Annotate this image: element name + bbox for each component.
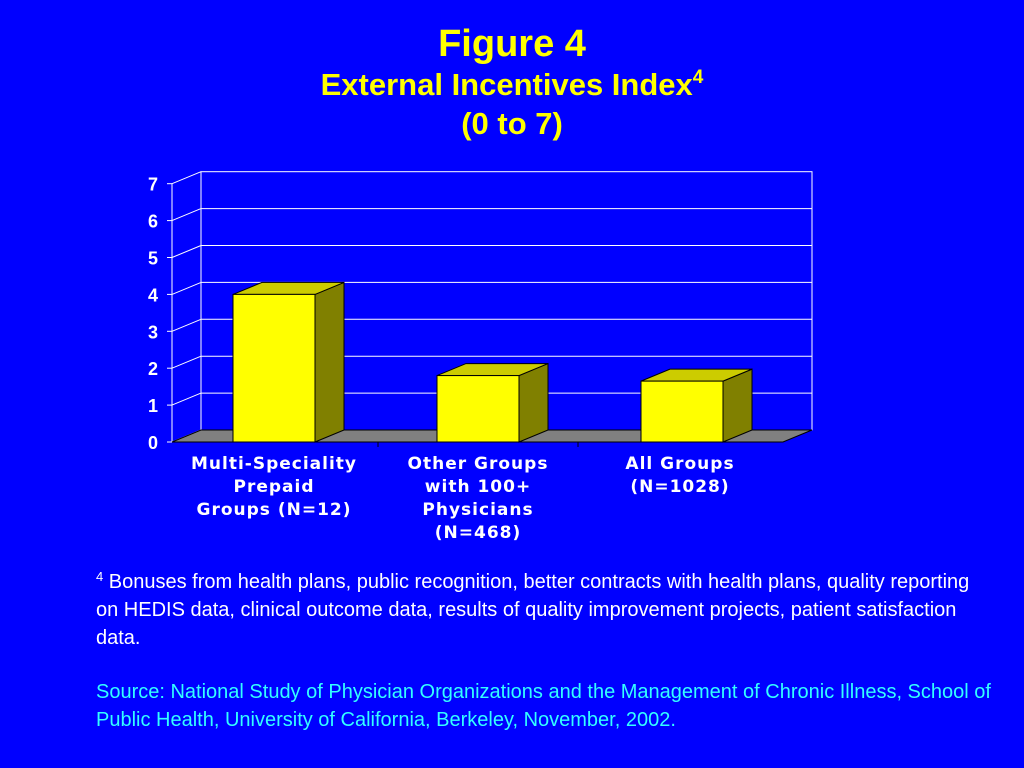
source-citation: Source: National Study of Physician Orga… <box>96 681 991 731</box>
x-category-label: Prepaid <box>233 477 314 497</box>
y-tick-label: 6 <box>148 212 158 232</box>
y-tick-label: 4 <box>148 285 158 305</box>
figure-title: Figure 4 <box>438 23 586 65</box>
bar <box>640 380 724 443</box>
bar <box>232 293 316 443</box>
footnote: 4 Bonuses from health plans, public reco… <box>96 568 976 652</box>
chart-subtitle: (0 to 7) <box>461 106 563 141</box>
chart-title-text: External Incentives Index <box>320 67 693 102</box>
bar-side <box>314 281 345 443</box>
gridline-side <box>171 392 202 406</box>
gridline-side <box>171 355 202 369</box>
gridline-side <box>171 281 202 295</box>
gridline-side <box>171 318 202 332</box>
y-tick-label: 0 <box>148 433 158 453</box>
footnote-text: Bonuses from health plans, public recogn… <box>96 571 970 649</box>
x-category-label: with 100+ <box>425 477 531 497</box>
slide-title: Figure 4 External Incentives Index4 (0 t… <box>0 22 1024 144</box>
bar-chart: 0 1 2 3 4 5 6 7 Multi-Speciality Prepaid Groups (N… <box>148 171 813 543</box>
gridline-side <box>171 171 202 185</box>
x-category-label: Other Groups <box>408 454 549 474</box>
footnote-marker: 4 <box>96 569 104 584</box>
bar-side <box>518 362 549 443</box>
x-category-label: All Groups <box>625 454 734 474</box>
y-tick-label: 7 <box>148 175 158 195</box>
gridline-side <box>171 208 202 222</box>
x-category-label: Groups (N=12) <box>197 500 352 520</box>
y-tick-label: 1 <box>148 396 158 416</box>
x-category-label: (N=1028) <box>630 477 729 497</box>
x-category-label: (N=468) <box>435 523 522 543</box>
chart-title-superscript: 4 <box>692 67 704 88</box>
y-tick-label: 5 <box>148 249 158 269</box>
bar <box>436 375 520 443</box>
x-category-label: Multi-Speciality <box>191 454 357 474</box>
x-category-label: Physicians <box>422 500 533 520</box>
y-tick-label: 2 <box>148 359 158 379</box>
chart-title: External Incentives Index4 <box>0 66 1024 104</box>
gridline-side <box>171 245 202 258</box>
y-tick-label: 3 <box>148 322 158 342</box>
bar-side <box>722 368 753 443</box>
